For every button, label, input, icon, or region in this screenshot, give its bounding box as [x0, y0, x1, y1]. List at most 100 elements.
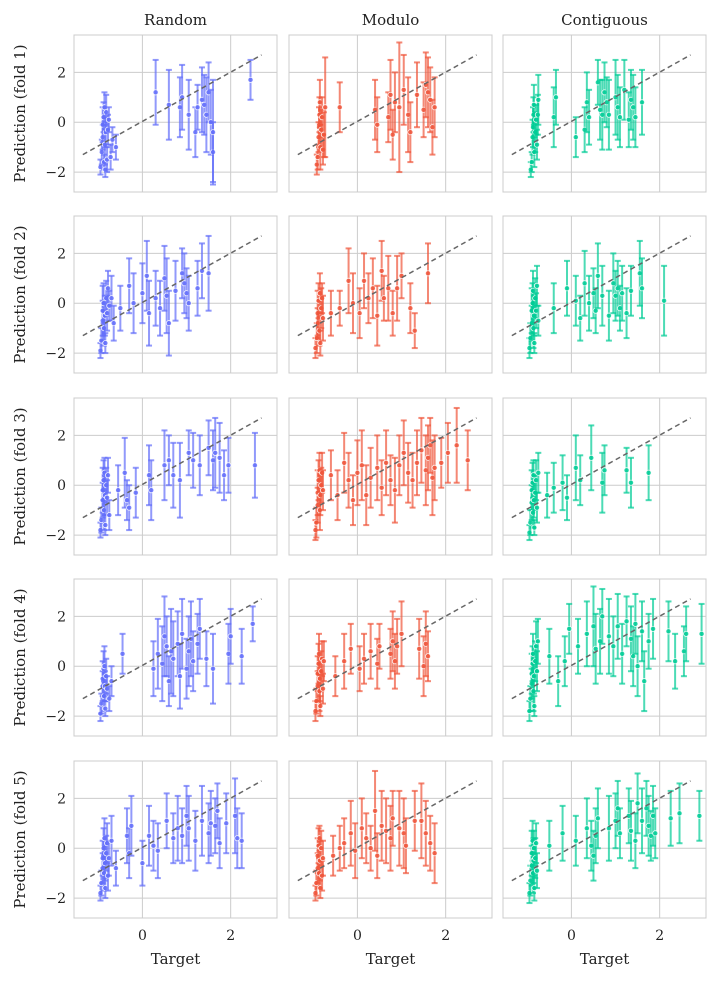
data-point [107, 143, 114, 171]
point-marker [104, 472, 111, 479]
data-point [396, 434, 403, 497]
point-marker [533, 141, 540, 148]
point-marker [347, 830, 354, 837]
point-marker [148, 487, 155, 494]
data-point [398, 600, 405, 668]
point-marker [108, 837, 115, 844]
point-marker [586, 114, 593, 121]
data-point [176, 441, 183, 519]
data-point [170, 620, 177, 698]
panel-modulo-fold-2 [288, 215, 493, 374]
data-point [367, 622, 374, 680]
point-marker [367, 648, 374, 655]
data-point [599, 264, 606, 327]
point-marker [561, 658, 568, 665]
point-marker [374, 121, 381, 128]
data-point [139, 262, 146, 325]
column-title-random: Random [144, 11, 207, 29]
data-point [464, 429, 471, 492]
point-marker [407, 305, 414, 312]
point-marker [409, 477, 416, 484]
data-point [583, 600, 590, 668]
data-point [398, 252, 405, 300]
point-marker [356, 665, 363, 672]
data-point [605, 597, 612, 675]
data-series [97, 234, 212, 360]
data-point [150, 640, 157, 698]
data-point [550, 461, 557, 514]
data-point [126, 484, 133, 532]
point-marker [130, 300, 137, 307]
point-marker [599, 292, 606, 299]
point-marker [210, 129, 217, 136]
x-tick-label: 2 [655, 928, 664, 944]
point-marker [119, 650, 126, 657]
y-tick-label: −2 [45, 346, 66, 362]
point-marker [179, 832, 186, 839]
point-marker [588, 454, 595, 461]
data-point [105, 106, 112, 134]
point-marker [238, 653, 245, 660]
row-ylabel-fold-4: Prediction (fold 4) [11, 588, 29, 726]
point-marker [105, 116, 112, 123]
data-point [354, 439, 361, 507]
data-point [345, 451, 352, 509]
data-point [639, 787, 646, 855]
point-marker [170, 655, 177, 662]
point-marker [185, 300, 192, 307]
point-marker [112, 144, 119, 151]
x-tick-label: 0 [353, 928, 362, 944]
data-point [108, 814, 115, 867]
panel-contiguous-fold-3 [502, 397, 707, 556]
data-point [356, 287, 363, 340]
point-marker [327, 310, 334, 317]
data-point [572, 116, 579, 159]
point-marker [405, 469, 412, 476]
point-marker [431, 850, 438, 857]
point-marker [347, 645, 354, 652]
point-marker [383, 459, 390, 466]
data-point [170, 812, 177, 865]
y-tick-label: 0 [57, 296, 66, 312]
y-tick-label: −2 [45, 891, 66, 907]
data-point [154, 822, 161, 880]
data-point [349, 474, 356, 527]
data-point [534, 617, 541, 665]
data-point [146, 279, 153, 347]
reference-line [82, 235, 262, 337]
point-marker [354, 469, 361, 476]
point-marker [563, 285, 570, 292]
y-tick-label: 2 [57, 791, 66, 807]
data-point [425, 56, 432, 129]
point-marker [227, 633, 234, 640]
data-point [341, 632, 348, 690]
point-marker [544, 492, 551, 499]
data-point [453, 406, 460, 484]
data-point [641, 650, 648, 713]
y-tick-label: 0 [57, 841, 66, 857]
point-marker [639, 285, 646, 292]
point-marker [533, 668, 540, 675]
point-marker [117, 305, 124, 312]
point-marker [319, 315, 326, 322]
point-marker [555, 678, 562, 685]
data-series [526, 424, 652, 542]
y-tick-label: −2 [45, 528, 66, 544]
data-point [227, 607, 234, 665]
data-point [563, 259, 570, 317]
point-marker [203, 655, 210, 662]
data-point [416, 617, 423, 680]
point-marker [214, 807, 221, 814]
data-point [552, 68, 559, 126]
point-marker [327, 472, 334, 479]
point-marker [378, 267, 385, 274]
point-marker [632, 114, 639, 121]
point-marker [172, 287, 179, 294]
point-marker [115, 487, 122, 494]
data-point [588, 424, 595, 492]
point-marker [639, 628, 646, 635]
data-point [110, 304, 117, 342]
data-point [341, 431, 348, 494]
data-point [163, 257, 170, 335]
data-point [389, 289, 396, 337]
